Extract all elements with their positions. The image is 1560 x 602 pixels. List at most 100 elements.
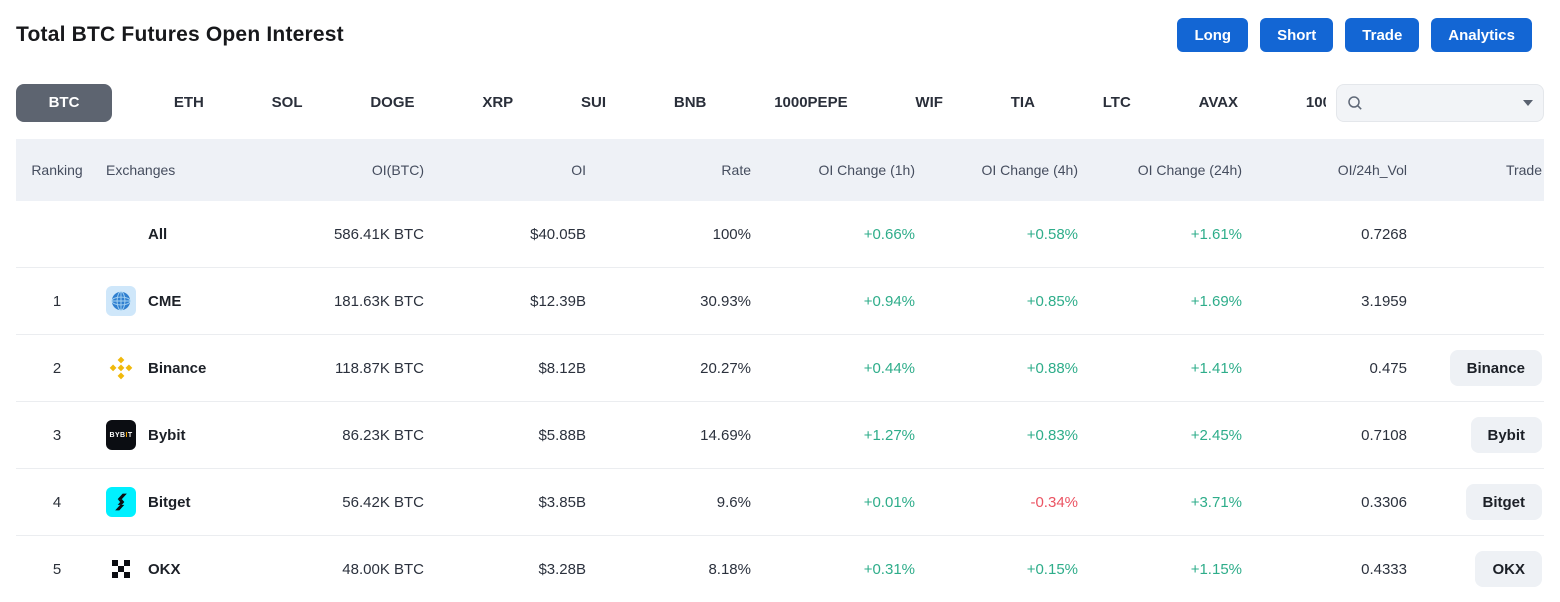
oi-change-4h-value: +0.85% — [1026, 292, 1078, 310]
tab-wif[interactable]: WIF — [909, 84, 949, 122]
oi-24h-vol-value: 3.1959 — [1361, 292, 1407, 310]
tab-btc[interactable]: BTC — [16, 84, 112, 122]
search-input[interactable] — [1371, 95, 1523, 111]
oi-value: $12.39B — [530, 292, 586, 310]
trade-on-okx-button[interactable]: OKX — [1475, 551, 1542, 587]
col-oi-change-24h: OI Change (24h) — [1137, 162, 1242, 178]
oi-24h-vol-value: 0.4333 — [1361, 560, 1407, 578]
analytics-button[interactable]: Analytics — [1431, 18, 1532, 52]
rate-value: 14.69% — [700, 426, 751, 444]
table-row-bitget: 4 Bitget 56.42K BTC $3.85B 9.6% +0.01% -… — [16, 469, 1544, 536]
binance-logo-icon — [106, 353, 136, 383]
oi-value: $3.85B — [538, 493, 586, 511]
trade-on-bybit-button[interactable]: Bybit — [1470, 417, 1542, 453]
oi-value: $5.88B — [538, 426, 586, 444]
oi-change-24h-value: +1.15% — [1190, 560, 1242, 578]
topbar: Total BTC Futures Open Interest Long Sho… — [0, 0, 1560, 70]
table-row-cme: 1 CME 181.63K BTC $12.39B — [16, 268, 1544, 335]
oi-btc-value: 86.23K BTC — [342, 426, 424, 444]
oi-change-4h-value: +0.83% — [1026, 426, 1078, 444]
table-row-all: All 586.41K BTC $40.05B 100% +0.66% +0.5… — [16, 201, 1544, 268]
oi-24h-vol-value: 0.7268 — [1361, 225, 1407, 243]
tab-sui[interactable]: SUI — [575, 84, 612, 122]
oi-btc-value: 48.00K BTC — [342, 560, 424, 578]
oi-change-4h-value: +0.58% — [1026, 225, 1078, 243]
rate-value: 100% — [712, 225, 751, 243]
trade-button[interactable]: Trade — [1345, 18, 1420, 52]
exchange-name: Binance — [148, 359, 207, 377]
tab-xrp[interactable]: XRP — [476, 84, 519, 122]
rank-value: 5 — [52, 560, 62, 578]
rank-value: 3 — [52, 426, 62, 444]
tab-sol[interactable]: SOL — [266, 84, 309, 122]
tab-doge[interactable]: DOGE — [364, 84, 420, 122]
tab-avax[interactable]: AVAX — [1193, 84, 1244, 122]
coin-search[interactable] — [1336, 84, 1544, 122]
tab-bnb[interactable]: BNB — [668, 84, 713, 122]
tab-tia[interactable]: TIA — [1005, 84, 1041, 122]
oi-value: $3.28B — [538, 560, 586, 578]
col-trade: Trade — [1505, 162, 1542, 178]
exchange-name: Bitget — [148, 493, 191, 511]
search-icon — [1348, 96, 1362, 110]
oi-change-24h-value: +1.41% — [1190, 359, 1242, 377]
oi-btc-value: 118.87K BTC — [335, 359, 424, 377]
exchange-name: All — [148, 225, 168, 243]
col-oi-change-4h: OI Change (4h) — [981, 162, 1079, 178]
oi-change-1h-value: +0.31% — [863, 560, 915, 578]
trade-on-binance-button[interactable]: Binance — [1449, 350, 1542, 386]
rate-value: 30.93% — [700, 292, 751, 310]
coin-tab-row: BTC ETH SOL DOGE XRP SUI BNB 1000PEPE WI… — [0, 84, 1560, 122]
open-interest-table: Ranking Exchanges OI(BTC) OI Rate OI Cha… — [0, 139, 1560, 602]
col-rate: Rate — [721, 162, 751, 178]
col-oi: OI — [571, 162, 586, 178]
oi-btc-value: 56.42K BTC — [342, 493, 424, 511]
col-oi-btc: OI(BTC) — [371, 162, 424, 178]
col-oi-change-1h: OI Change (1h) — [818, 162, 916, 178]
page-title: Total BTC Futures Open Interest — [16, 23, 344, 46]
oi-change-4h-value: +0.15% — [1026, 560, 1078, 578]
long-button[interactable]: Long — [1177, 18, 1249, 52]
tab-eth[interactable]: ETH — [168, 84, 210, 122]
oi-change-1h-value: +1.27% — [863, 426, 915, 444]
tab-1000pepe[interactable]: 1000PEPE — [768, 84, 853, 122]
table-row-binance: 2 Binance 118.87K BTC $8.12B 20.27% +0.4… — [16, 335, 1544, 402]
col-exchanges: Exchanges — [106, 162, 176, 178]
rate-value: 20.27% — [700, 359, 751, 377]
chevron-down-icon[interactable] — [1523, 100, 1533, 106]
oi-change-24h-value: +1.61% — [1190, 225, 1242, 243]
rank-value: 1 — [52, 292, 62, 310]
short-button[interactable]: Short — [1260, 18, 1334, 52]
oi-change-24h-value: +2.45% — [1190, 426, 1242, 444]
oi-change-24h-value: +3.71% — [1190, 493, 1242, 511]
oi-change-4h-value: -0.34% — [1030, 493, 1078, 511]
oi-change-1h-value: +0.66% — [863, 225, 915, 243]
oi-btc-value: 586.41K BTC — [333, 225, 424, 243]
tab-truncated[interactable]: 100 — [1300, 84, 1326, 122]
tab-ltc[interactable]: LTC — [1097, 84, 1137, 122]
oi-24h-vol-value: 0.475 — [1369, 359, 1407, 377]
bitget-logo-icon — [106, 487, 136, 517]
oi-change-1h-value: +0.94% — [863, 292, 915, 310]
table-row-okx: 5 OKX 48.00K BTC $3.28B 8.18% +0.31% +0.… — [16, 536, 1544, 602]
rate-value: 8.18% — [708, 560, 751, 578]
rank-value: 2 — [52, 359, 62, 377]
oi-change-4h-value: +0.88% — [1026, 359, 1078, 377]
col-oi-24h-vol: OI/24h_Vol — [1337, 162, 1407, 178]
col-ranking: Ranking — [31, 162, 83, 178]
coin-tabs: BTC ETH SOL DOGE XRP SUI BNB 1000PEPE WI… — [16, 84, 1326, 122]
exchange-name: CME — [148, 292, 182, 310]
table-header-row: Ranking Exchanges OI(BTC) OI Rate OI Cha… — [16, 139, 1544, 201]
trade-on-bitget-button[interactable]: Bitget — [1465, 484, 1542, 520]
cme-logo-icon — [106, 286, 136, 316]
oi-change-1h-value: +0.01% — [863, 493, 915, 511]
oi-change-1h-value: +0.44% — [863, 359, 915, 377]
oi-change-24h-value: +1.69% — [1190, 292, 1242, 310]
exchange-name: OKX — [148, 560, 181, 578]
oi-value: $40.05B — [530, 225, 586, 243]
oi-btc-value: 181.63K BTC — [333, 292, 424, 310]
oi-value: $8.12B — [538, 359, 586, 377]
exchange-name: Bybit — [148, 426, 186, 444]
bybit-logo-icon: BYB I T — [106, 420, 136, 450]
